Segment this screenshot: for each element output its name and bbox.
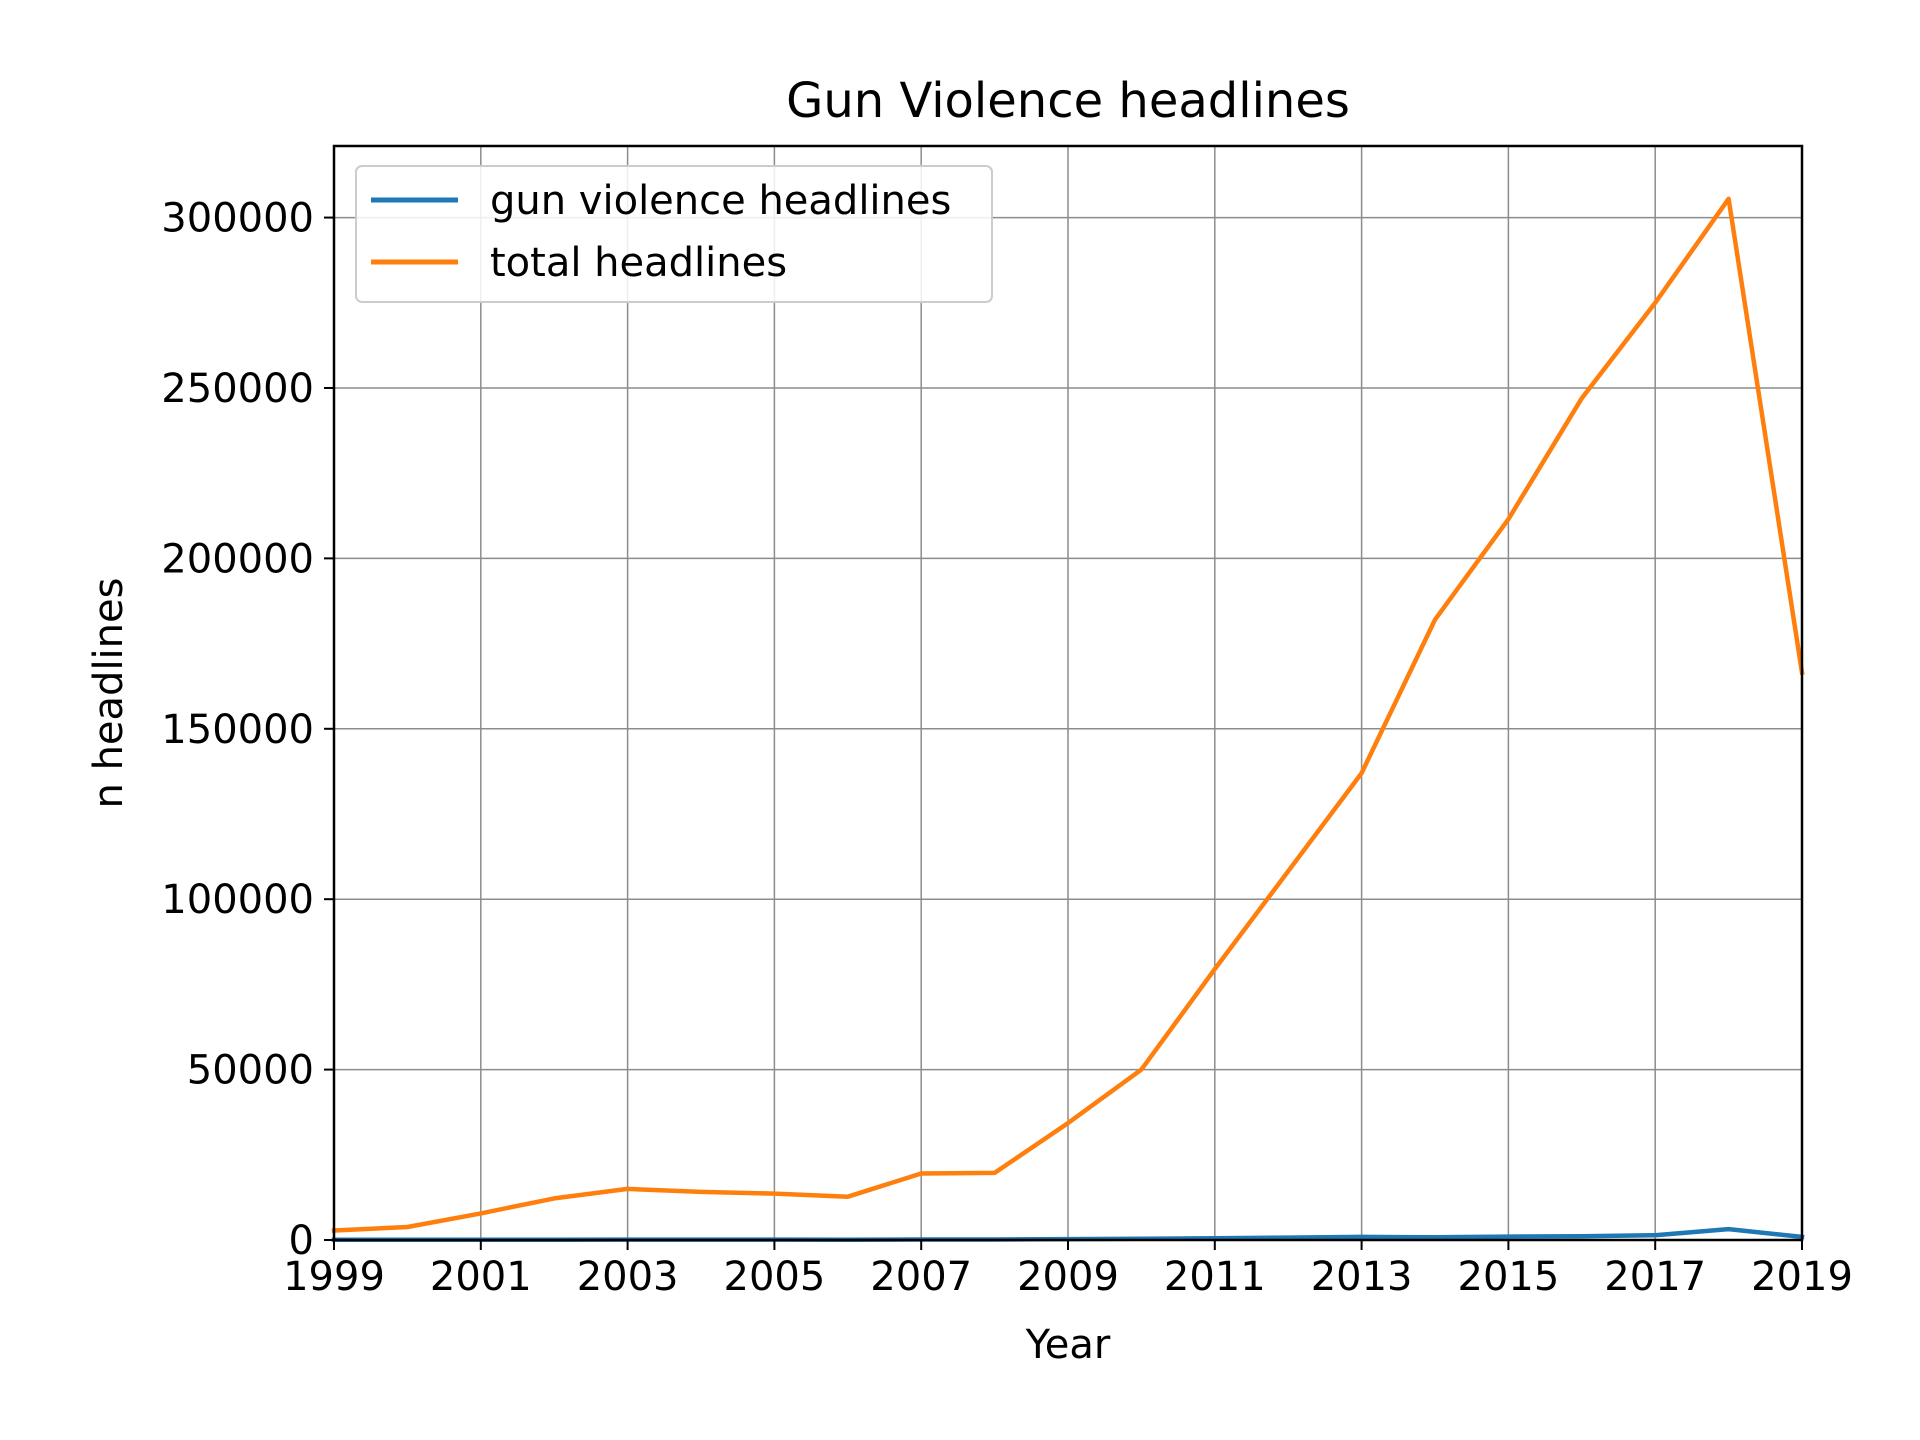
y-tick-label: 0 [289,1218,314,1264]
y-tick-label: 150000 [161,707,314,753]
x-axis-label: Year [1025,1322,1111,1368]
x-tick-label: 2005 [724,1254,826,1300]
legend-box [355,165,993,303]
x-tick-label: 2013 [1311,1254,1413,1300]
x-tick-label: 2015 [1458,1254,1560,1300]
legend-label-gun-violence: gun violence headlines [490,178,951,224]
x-tick-label: 2003 [577,1254,679,1300]
y-tick-label: 250000 [161,366,314,412]
y-tick-label: 200000 [161,536,314,582]
chart-title: Gun Violence headlines [786,73,1350,129]
series-line-1 [331,196,1805,1233]
legend-label-total: total headlines [490,240,787,286]
y-tick-label: 50000 [187,1048,314,1094]
x-tick-label: 1999 [283,1254,385,1300]
y-tick-label: 300000 [161,196,314,242]
x-tick-label: 2001 [430,1254,532,1300]
x-tick-label: 2017 [1604,1254,1706,1300]
x-axis-ticks: 1999 2001 2003 2005 2007 2009 2011 2013 2015 2017… [283,1240,1853,1300]
y-axis-label: n headlines [86,578,132,809]
x-tick-label: 2007 [870,1254,972,1300]
x-tick-label: 2019 [1751,1254,1853,1300]
x-tick-label: 2011 [1164,1254,1266,1300]
y-tick-label: 100000 [161,877,314,923]
y-axis-ticks: 0 50000 100000 150000 200000 250000 300000 [161,196,334,1264]
x-tick-label: 2009 [1017,1254,1119,1300]
legend: gun violence headlines total headlines [355,165,993,303]
